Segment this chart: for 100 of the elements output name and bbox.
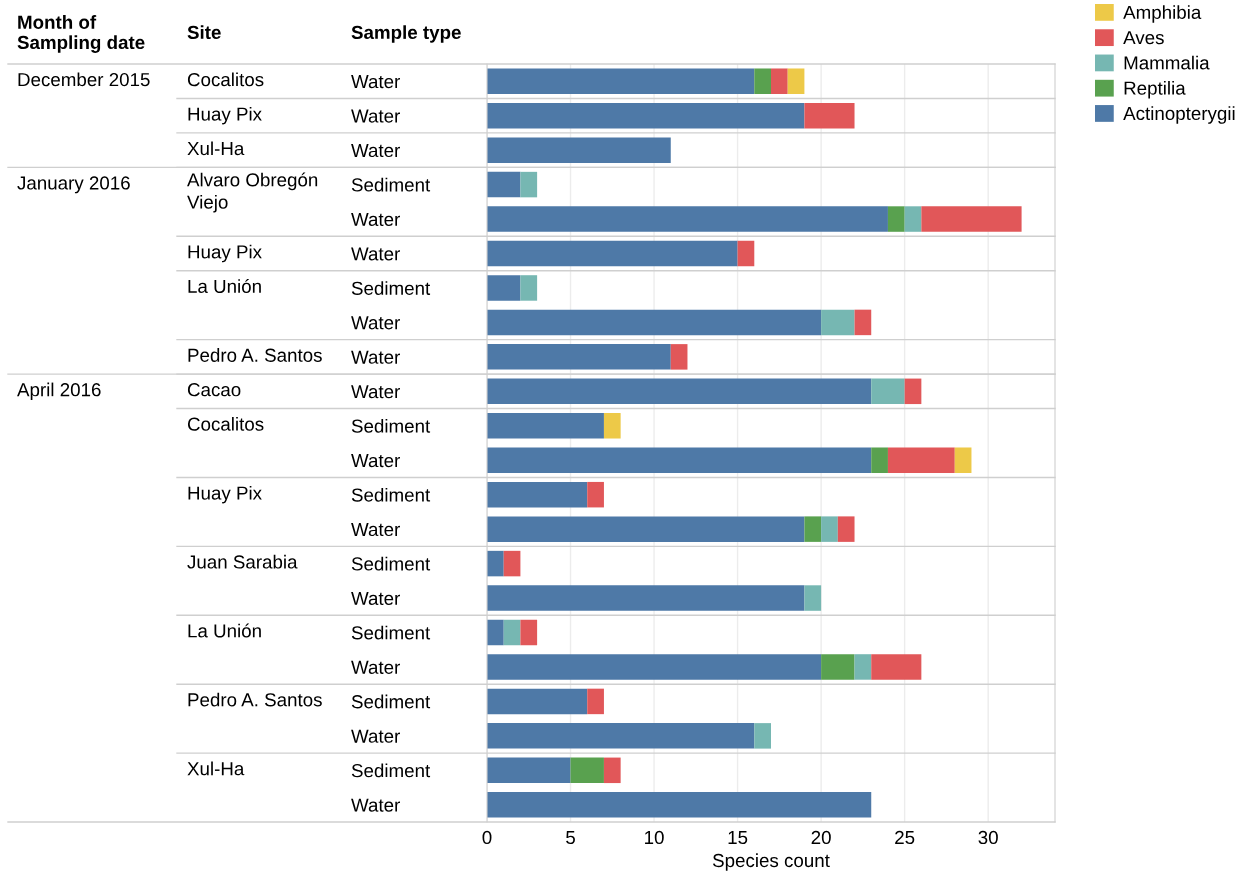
bar bbox=[587, 481, 604, 508]
bar bbox=[804, 102, 855, 129]
bar bbox=[603, 413, 621, 439]
bar bbox=[487, 171, 521, 198]
bar bbox=[487, 516, 805, 542]
x-axis-title: Species count bbox=[712, 853, 830, 871]
x-tick-label: 30 bbox=[978, 830, 998, 845]
bar bbox=[587, 688, 604, 715]
y-tick-label: Sediment bbox=[351, 281, 431, 295]
text: Cacao bbox=[187, 383, 241, 397]
y-tick-label: Sediment bbox=[351, 625, 431, 640]
text: Cocalitos bbox=[187, 72, 264, 87]
text: Xul-Ha bbox=[187, 761, 245, 776]
y-tick-label: Water bbox=[351, 75, 400, 89]
bar bbox=[570, 757, 604, 784]
y-tick-label: Water bbox=[351, 454, 400, 468]
x-tick-label: 20 bbox=[811, 830, 831, 845]
bar bbox=[821, 516, 838, 542]
text: Huay Pix bbox=[188, 244, 262, 263]
bar bbox=[754, 723, 771, 749]
bar bbox=[787, 68, 805, 94]
bar bbox=[520, 619, 538, 646]
text: Alvaro Obregón Viejo bbox=[187, 172, 318, 213]
bar bbox=[921, 206, 1022, 232]
bar bbox=[503, 550, 521, 577]
y-tick-label: Water bbox=[351, 798, 400, 812]
text: Cocalitos bbox=[187, 417, 264, 431]
text: La Unión bbox=[188, 279, 261, 293]
bar bbox=[520, 171, 538, 198]
bar bbox=[487, 757, 571, 784]
text: Site bbox=[187, 25, 221, 40]
bar bbox=[737, 240, 755, 267]
bar bbox=[904, 206, 922, 232]
text: Xul-Ha bbox=[187, 141, 245, 156]
text: Pedro A. Santos bbox=[188, 692, 322, 707]
bar bbox=[487, 275, 521, 301]
y-tick-label: Water bbox=[351, 144, 400, 158]
y-tick-label: Water bbox=[351, 316, 400, 330]
legend-label: Aves bbox=[1123, 31, 1164, 45]
bar bbox=[754, 68, 771, 94]
text: La Unión bbox=[188, 623, 261, 638]
y-tick-label: Sediment bbox=[351, 177, 431, 192]
x-tick-label: 5 bbox=[566, 831, 575, 845]
bar bbox=[487, 550, 504, 577]
bar bbox=[854, 654, 872, 680]
y-tick-label: Water bbox=[351, 591, 400, 606]
y-tick-label: Water bbox=[351, 729, 400, 743]
bar bbox=[837, 516, 855, 542]
bar bbox=[487, 481, 588, 508]
y-tick-label: Sediment bbox=[351, 763, 431, 778]
y-tick-label: Sediment bbox=[351, 694, 431, 709]
bar bbox=[503, 619, 521, 646]
y-tick-label: Water bbox=[351, 212, 400, 227]
bar bbox=[887, 447, 955, 473]
text: April 2016 bbox=[17, 382, 101, 401]
text: Huay Pix bbox=[188, 485, 262, 504]
bar bbox=[487, 447, 872, 473]
text: Sample type bbox=[351, 25, 461, 43]
bar bbox=[487, 619, 504, 646]
bar bbox=[487, 688, 588, 715]
bar bbox=[487, 585, 805, 611]
bar bbox=[487, 240, 738, 267]
bar bbox=[670, 344, 688, 370]
bar bbox=[520, 275, 538, 301]
y-tick-label: Water bbox=[351, 385, 400, 399]
bar bbox=[487, 68, 755, 94]
y-tick-label: Sediment bbox=[351, 418, 431, 433]
bar bbox=[854, 309, 872, 336]
text: Juan Sarabia bbox=[187, 554, 298, 569]
bar bbox=[487, 723, 755, 749]
text: Month of Sampling date bbox=[17, 15, 145, 53]
bar bbox=[871, 654, 922, 680]
y-tick-label: Sediment bbox=[351, 487, 431, 502]
bar bbox=[487, 654, 822, 680]
bar bbox=[487, 102, 805, 129]
bar bbox=[771, 68, 788, 94]
bar bbox=[871, 447, 888, 473]
text: Huay Pix bbox=[188, 106, 262, 125]
y-tick-label: Sediment bbox=[351, 556, 431, 571]
y-tick-label: Water bbox=[351, 523, 400, 537]
bar bbox=[487, 413, 604, 439]
legend-label: Mammalia bbox=[1124, 55, 1210, 70]
y-tick-label: Water bbox=[351, 350, 400, 364]
y-tick-label: Water bbox=[351, 660, 400, 674]
bar bbox=[871, 378, 905, 405]
x-tick-label: 10 bbox=[645, 830, 664, 845]
y-tick-label: Water bbox=[351, 109, 400, 123]
y-tick-label: Water bbox=[351, 247, 400, 261]
bar bbox=[804, 585, 822, 611]
text: December 2015 bbox=[18, 72, 150, 87]
legend-label: Amphibia bbox=[1123, 5, 1202, 23]
bar bbox=[887, 206, 905, 232]
x-tick-label: 0 bbox=[482, 830, 492, 845]
text: January 2016 bbox=[17, 176, 130, 194]
bar bbox=[487, 344, 671, 370]
bar bbox=[487, 309, 822, 336]
bar bbox=[603, 757, 621, 784]
bar bbox=[821, 654, 855, 680]
text: Pedro A. Santos bbox=[188, 348, 322, 362]
bar bbox=[821, 309, 855, 336]
